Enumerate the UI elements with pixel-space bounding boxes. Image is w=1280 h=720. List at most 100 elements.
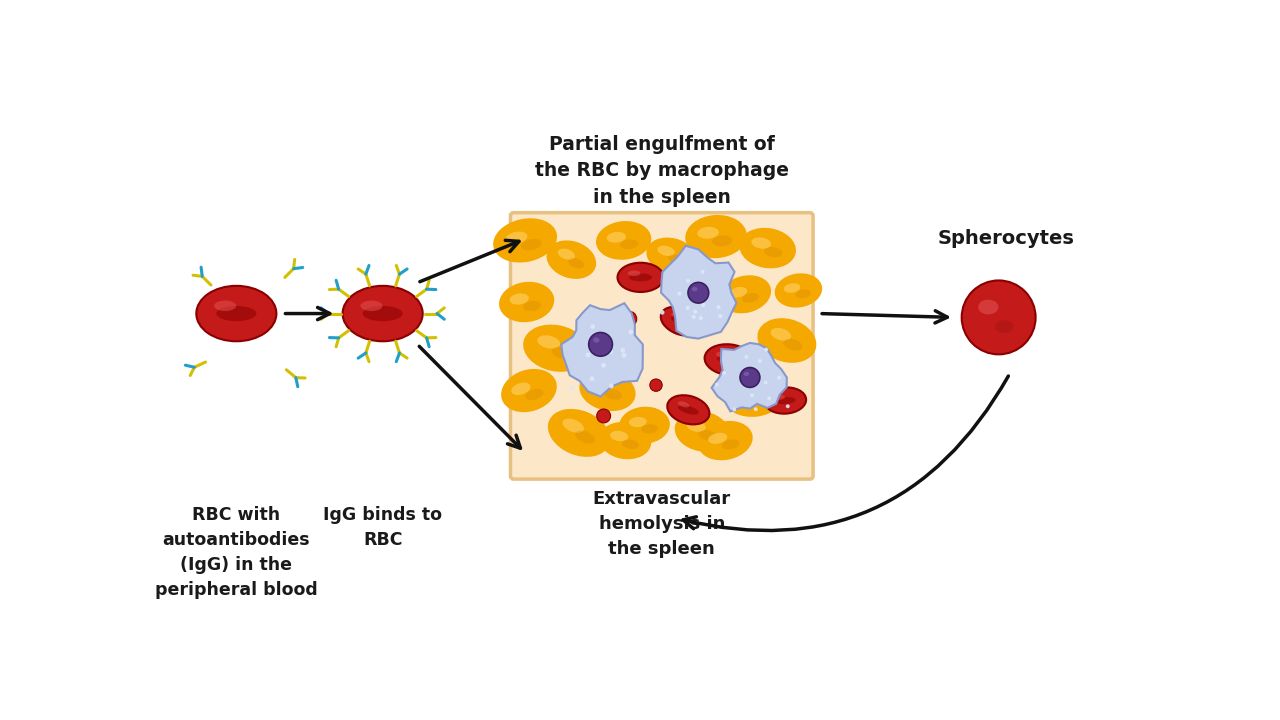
Ellipse shape (978, 300, 998, 315)
Circle shape (758, 359, 762, 363)
Ellipse shape (580, 370, 636, 411)
Circle shape (701, 303, 705, 307)
Circle shape (570, 386, 573, 391)
Circle shape (686, 279, 690, 283)
Ellipse shape (719, 275, 771, 313)
Ellipse shape (620, 407, 669, 444)
Ellipse shape (593, 338, 635, 366)
Circle shape (961, 280, 1036, 354)
Circle shape (590, 324, 595, 329)
Circle shape (590, 336, 595, 341)
Ellipse shape (783, 339, 803, 351)
Polygon shape (660, 246, 736, 338)
Ellipse shape (764, 247, 782, 257)
Ellipse shape (717, 356, 741, 364)
Polygon shape (562, 303, 643, 397)
Ellipse shape (704, 344, 754, 375)
Circle shape (689, 282, 709, 303)
Circle shape (692, 262, 704, 273)
Ellipse shape (678, 401, 690, 408)
Circle shape (596, 409, 611, 423)
Circle shape (694, 310, 698, 314)
Ellipse shape (603, 348, 625, 356)
Ellipse shape (558, 248, 575, 260)
Text: Partial engulfment of
the RBC by macrophage
in the spleen: Partial engulfment of the RBC by macroph… (535, 135, 788, 207)
Ellipse shape (562, 418, 584, 433)
Circle shape (677, 292, 681, 296)
Ellipse shape (538, 336, 561, 348)
Ellipse shape (493, 218, 557, 263)
Ellipse shape (602, 346, 613, 352)
Ellipse shape (758, 318, 817, 363)
Ellipse shape (568, 258, 584, 269)
Circle shape (754, 408, 758, 411)
Ellipse shape (668, 254, 685, 264)
Ellipse shape (740, 228, 796, 269)
Ellipse shape (524, 301, 541, 311)
Ellipse shape (362, 306, 403, 321)
Text: Extravascular
hemolysis in
the spleen: Extravascular hemolysis in the spleen (593, 490, 731, 558)
Circle shape (608, 349, 613, 354)
Circle shape (621, 348, 625, 353)
Ellipse shape (621, 239, 639, 249)
Text: Spherocytes: Spherocytes (938, 229, 1075, 248)
Ellipse shape (730, 287, 748, 297)
Text: RBC with
autoantibodies
(IgG) in the
peripheral blood: RBC with autoantibodies (IgG) in the per… (155, 506, 317, 599)
Circle shape (609, 384, 613, 388)
Ellipse shape (716, 352, 730, 358)
Circle shape (704, 293, 708, 297)
Ellipse shape (525, 389, 543, 400)
Ellipse shape (599, 422, 652, 459)
Ellipse shape (596, 221, 652, 260)
Circle shape (589, 333, 612, 356)
Circle shape (722, 371, 726, 375)
Circle shape (764, 348, 768, 351)
Ellipse shape (552, 346, 573, 359)
Circle shape (622, 353, 626, 358)
Ellipse shape (506, 232, 527, 244)
Circle shape (745, 355, 749, 359)
Circle shape (621, 311, 636, 327)
Ellipse shape (500, 369, 557, 412)
Ellipse shape (692, 287, 698, 292)
Ellipse shape (671, 312, 682, 319)
Ellipse shape (764, 387, 806, 414)
Ellipse shape (611, 431, 628, 441)
Ellipse shape (343, 286, 422, 341)
Circle shape (691, 315, 696, 319)
Ellipse shape (795, 289, 810, 298)
Ellipse shape (685, 215, 746, 258)
Circle shape (764, 381, 768, 384)
Ellipse shape (773, 395, 785, 400)
Circle shape (700, 270, 704, 274)
Ellipse shape (771, 328, 791, 341)
Ellipse shape (750, 393, 771, 405)
Ellipse shape (511, 382, 530, 395)
Ellipse shape (575, 431, 595, 444)
Ellipse shape (547, 240, 596, 279)
Circle shape (750, 393, 754, 397)
Circle shape (767, 397, 771, 400)
Text: IgG binds to
RBC: IgG binds to RBC (323, 506, 442, 549)
Circle shape (699, 316, 703, 320)
Circle shape (586, 353, 590, 357)
Ellipse shape (499, 282, 554, 322)
Ellipse shape (641, 424, 658, 433)
Ellipse shape (751, 238, 771, 248)
FancyArrowPatch shape (684, 376, 1009, 531)
Ellipse shape (196, 286, 276, 341)
Ellipse shape (744, 372, 749, 376)
Ellipse shape (686, 420, 705, 432)
Circle shape (650, 379, 662, 391)
Ellipse shape (604, 389, 622, 400)
Circle shape (659, 310, 664, 315)
Ellipse shape (617, 263, 664, 292)
FancyBboxPatch shape (511, 212, 813, 479)
Circle shape (786, 405, 790, 408)
Ellipse shape (646, 238, 696, 274)
Circle shape (686, 306, 690, 310)
Ellipse shape (735, 384, 758, 397)
Ellipse shape (722, 439, 740, 449)
Circle shape (777, 376, 781, 379)
Circle shape (590, 377, 594, 381)
